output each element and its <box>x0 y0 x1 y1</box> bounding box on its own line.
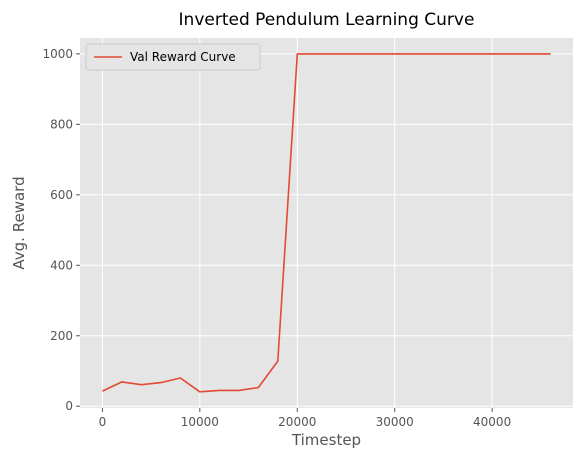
x-tick-label: 20000 <box>278 415 316 429</box>
legend-box <box>85 43 261 71</box>
y-tick-labels: 0 200 400 600 800 1000 <box>42 47 80 413</box>
x-tick-labels: 0 10000 20000 30000 40000 <box>99 408 511 429</box>
legend: Val Reward Curve <box>85 43 261 71</box>
x-tick-label: 0 <box>99 415 107 429</box>
x-axis-label: Timestep <box>291 431 361 449</box>
series-layer <box>102 53 551 393</box>
legend-label: Val Reward Curve <box>130 50 236 64</box>
y-axis-label: Avg. Reward <box>10 176 28 269</box>
y-tick-label: 800 <box>50 117 73 131</box>
y-tick-label: 600 <box>50 188 73 202</box>
x-tick-label: 40000 <box>473 415 511 429</box>
y-tick-label: 200 <box>50 329 73 343</box>
x-tick-label: 10000 <box>181 415 219 429</box>
y-tick-label: 0 <box>65 399 73 413</box>
y-tick-label: 400 <box>50 258 73 272</box>
chart-title: Inverted Pendulum Learning Curve <box>179 10 475 30</box>
series-line <box>102 53 551 393</box>
x-tick-label: 30000 <box>376 415 414 429</box>
plot-area <box>80 38 573 408</box>
y-tick-label: 1000 <box>42 47 73 61</box>
